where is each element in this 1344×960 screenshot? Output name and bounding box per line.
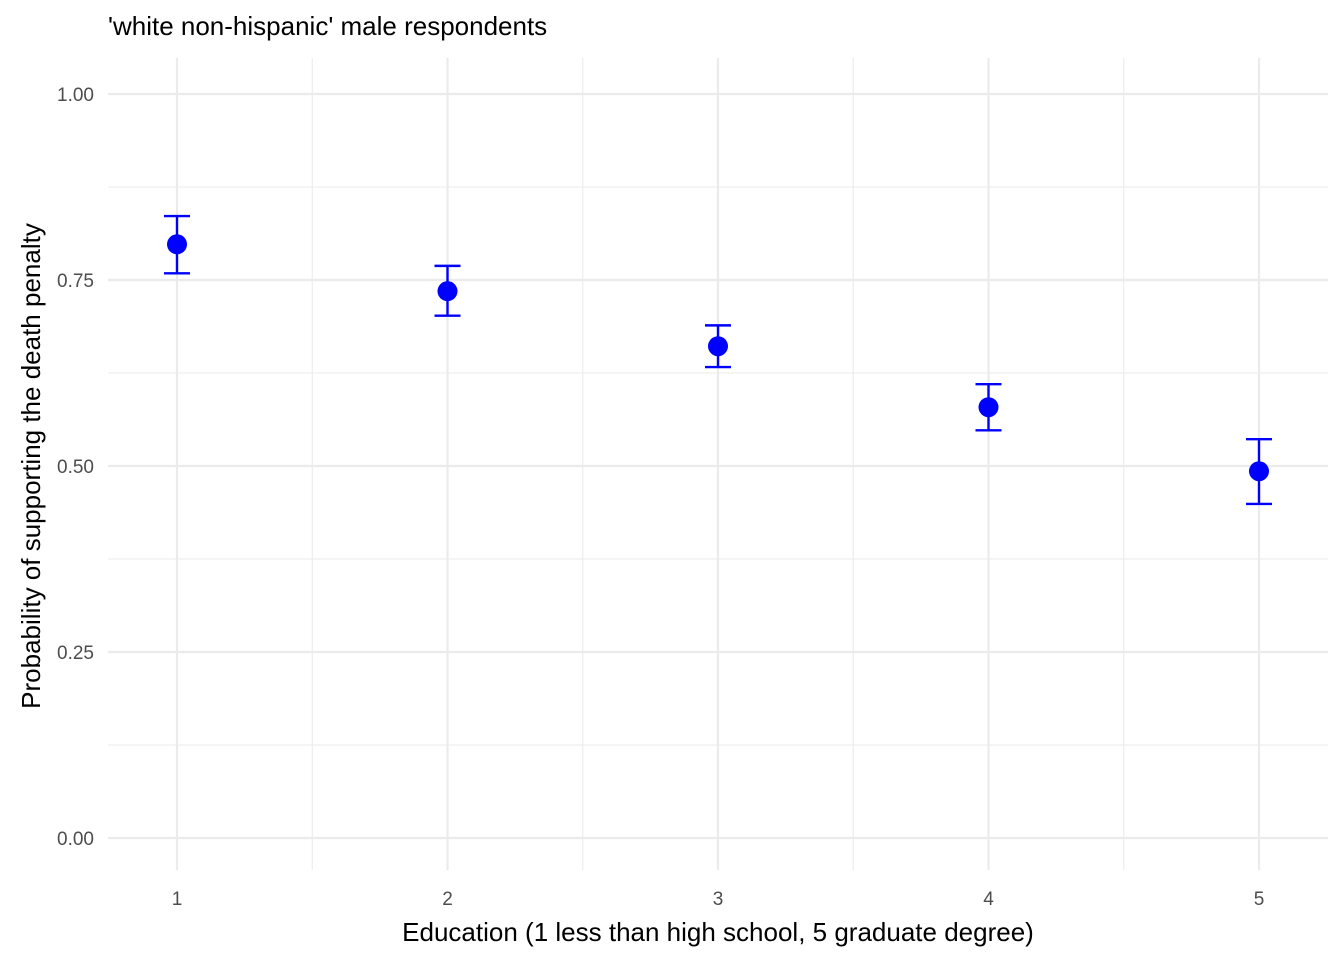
data-series [164,214,1272,506]
x-tick-label: 5 [1254,889,1265,910]
data-point [705,324,731,369]
y-tick-label: 0.75 [57,271,94,292]
grid-lines [108,58,1328,870]
y-tick-label: 0.00 [57,829,94,850]
y-tick-label: 1.00 [57,85,94,106]
data-point [1246,438,1272,506]
x-tick-label: 4 [983,889,994,910]
point-marker [167,234,187,255]
x-tick-label: 1 [172,889,183,910]
data-point [164,214,190,275]
y-axis-tick-labels: 0.00 0.25 0.50 0.75 1.00 [57,85,94,850]
point-marker [978,397,999,418]
y-tick-label: 0.50 [57,457,94,478]
point-marker [437,281,458,302]
data-point [975,382,1002,432]
x-tick-label: 3 [713,889,724,910]
y-tick-label: 0.25 [57,643,94,664]
y-axis-title: Probability of supporting the death pena… [16,223,46,709]
point-marker [1249,461,1269,482]
x-axis-tick-labels: 1 2 3 4 5 [172,889,1265,910]
x-axis-title: Education (1 less than high school, 5 gr… [402,917,1034,947]
data-point [434,264,461,317]
point-marker [708,336,728,357]
chart-title: 'white non-hispanic' male respondents [108,11,547,41]
x-tick-label: 2 [442,889,453,910]
